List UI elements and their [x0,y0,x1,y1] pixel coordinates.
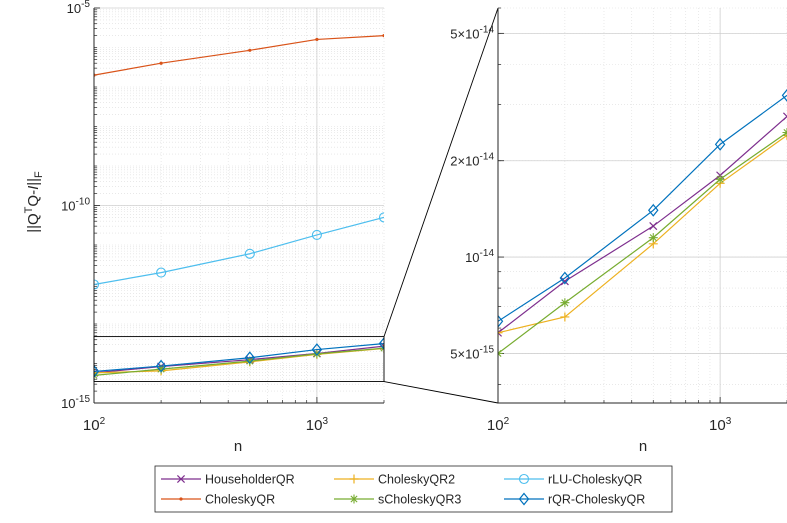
legend-label: rLU-CholeskyQR [548,473,642,487]
zoom-box [93,336,385,382]
left-y-axis-label: ||QTQ-I||F [23,171,45,233]
left-chart-panel: 102 103 10-15 10-10 10-5 [61,0,385,434]
legend-label: rQR-CholeskyQR [548,493,645,507]
left-data-point [156,267,167,278]
right-chart-panel: 102 103 5×10-15 10-14 2×10-14 5×10-14 [450,7,787,434]
right-data-point [649,222,658,231]
left-data-point [248,48,252,52]
left-y-tick-label: 10-5 [67,0,91,16]
legend-label: CholeskyQR2 [378,473,455,487]
legend-marker [176,474,186,484]
legend-box [154,465,673,513]
left-data-point [382,34,384,38]
legend-marker [349,494,359,504]
left-series-line [94,216,384,286]
left-data-point [155,359,167,373]
right-data-point [715,174,725,184]
left-data-point [312,349,322,359]
right-data-point [714,137,726,151]
right-grid [497,7,787,403]
left-series-line [94,342,384,373]
right-y-tick-label: 5×10-14 [450,24,494,41]
right-data-point [498,328,503,338]
legend-marker [349,474,359,484]
legend-label: CholeskyQR [205,493,275,507]
left-data-point [244,351,256,365]
left-data-point [245,356,255,366]
legend-label: sCholeskyQR3 [378,493,461,507]
right-data-point [781,88,787,102]
left-series-group [94,34,384,380]
right-x-axis-label: n [639,438,647,455]
left-data-point [311,229,322,240]
left-y-tick-label: 10-15 [61,394,90,411]
legend: HouseholderQR CholeskyQR2 rLU-CholeskyQR Ch… [154,465,673,513]
legend-marker [518,492,530,506]
left-data-point [315,37,319,42]
left-data-point [378,337,384,350]
right-data-point [647,203,659,217]
right-x-tick-label: 103 [709,416,732,434]
right-y-tick-label: 10-14 [465,248,494,265]
right-y-tick-label: 2×10-14 [450,152,494,169]
zoom-connector-bottom [383,381,499,404]
right-data-point [559,271,571,285]
left-data-point [94,364,100,378]
left-data-point [159,61,163,65]
left-x-tick-label: 102 [83,416,106,434]
right-y-tick-label: 5×10-15 [450,344,494,361]
right-data-point [648,233,658,243]
zoom-connector-top [383,7,499,337]
zoom-connector-lines [383,7,499,404]
right-series-group [498,88,787,358]
left-data-point [94,279,100,290]
right-data-point [560,312,570,322]
left-data-point [156,364,166,374]
right-x-tick-label: 102 [487,416,510,434]
right-series-line [498,94,787,322]
legend-marker [179,497,183,501]
legend-marker [518,473,530,485]
right-data-point [498,314,504,328]
left-data-point [378,212,384,223]
right-data-point [782,112,787,121]
legend-label: HouseholderQR [205,473,295,487]
left-data-point [311,343,323,357]
left-x-tick-label: 103 [306,416,329,434]
left-y-tick-label: 10-10 [61,197,90,214]
right-data-point [498,328,503,337]
left-data-point [244,248,255,259]
right-data-point [560,298,570,308]
left-x-axis-label: n [234,438,242,455]
